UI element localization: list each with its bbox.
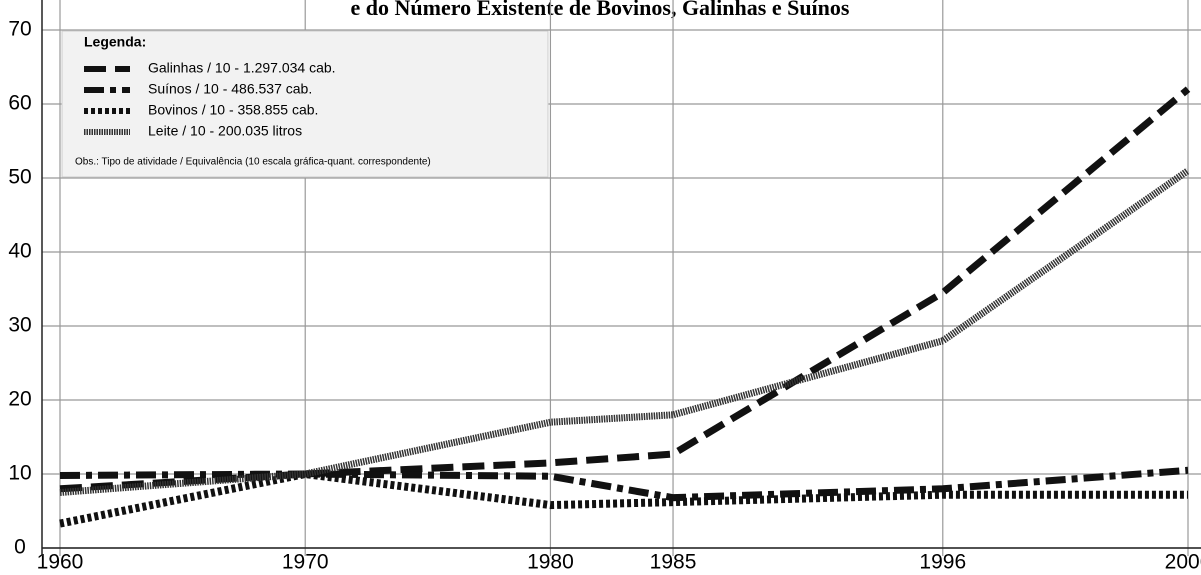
x-tick-label: 1970	[282, 551, 329, 574]
series-line	[59, 167, 1190, 496]
x-tick-label: 1980	[527, 551, 574, 574]
x-tick-label: 1996	[919, 551, 966, 574]
legend-label: Leite / 10 - 200.035 litros	[148, 123, 302, 139]
chart-title: e do Número Existente de Bovinos, Galinh…	[351, 0, 850, 20]
x-tick-label: 2006	[1165, 551, 1201, 574]
x-tick-label: 1985	[650, 551, 697, 574]
y-tick-label: 60	[8, 92, 31, 115]
y-tick-label: 0	[14, 536, 26, 559]
y-tick-label: 30	[8, 314, 31, 337]
legend-label: Suínos / 10 - 486.537 cab.	[148, 81, 312, 97]
legend-note: Obs.: Tipo de atividade / Equivalência (…	[75, 157, 431, 168]
y-tick-label: 10	[8, 462, 31, 485]
x-tick-label: 1960	[37, 551, 84, 574]
legend-title: Legenda:	[84, 34, 146, 50]
legend-box	[61, 30, 549, 178]
y-tick-label: 50	[8, 166, 31, 189]
legend-label: Bovinos / 10 - 358.855 cab.	[148, 102, 318, 118]
y-tick-label: 20	[8, 388, 31, 411]
y-tick-label: 40	[8, 240, 31, 263]
legend-label: Galinhas / 10 - 1.297.034 cab.	[148, 60, 336, 76]
y-tick-label: 70	[8, 18, 31, 41]
